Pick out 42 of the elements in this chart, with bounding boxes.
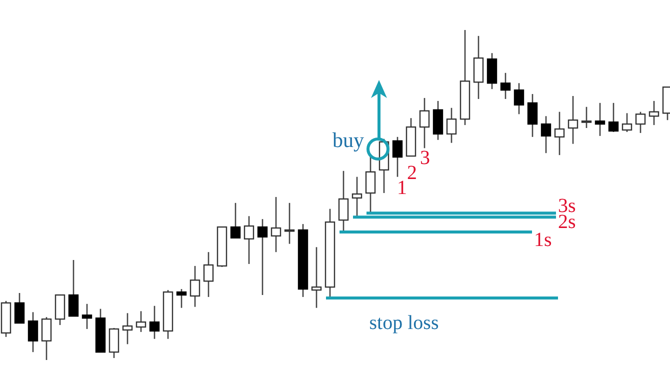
candlestick <box>230 202 241 239</box>
candlestick <box>581 106 592 129</box>
candlestick <box>270 196 282 253</box>
annotation: 1 <box>397 177 407 199</box>
candlestick <box>540 115 552 154</box>
candlestick <box>338 170 349 233</box>
candlestick <box>419 97 430 149</box>
candlestick <box>149 305 160 340</box>
ref-line-label: stop loss <box>369 312 439 334</box>
candlestick <box>244 215 254 265</box>
candlestick <box>28 312 38 353</box>
candlestick <box>514 82 524 115</box>
candlestick <box>176 288 187 309</box>
candlestick <box>594 102 606 137</box>
candlestick <box>622 112 632 133</box>
candlestick <box>446 107 457 144</box>
candlestick <box>122 312 133 345</box>
candlestick <box>108 327 120 359</box>
candlestick <box>190 265 200 308</box>
annotation: 2 <box>407 162 417 184</box>
candlestick <box>82 303 92 330</box>
candlestick <box>311 246 322 309</box>
candlestick <box>284 202 295 244</box>
candlestick <box>500 72 511 100</box>
candlestick <box>68 259 79 317</box>
candlestick <box>14 292 25 324</box>
candlestick <box>392 136 403 178</box>
annotation: 3 <box>420 147 430 169</box>
candlestick <box>568 95 578 144</box>
ref-line-label: 1s <box>534 228 552 251</box>
candlestick <box>365 156 376 214</box>
candlestick <box>554 111 565 156</box>
candlestick <box>203 251 214 298</box>
candlestick <box>648 100 660 126</box>
candlestick <box>136 310 146 333</box>
candlestick <box>608 102 619 133</box>
candlestick <box>257 218 268 296</box>
candlestick <box>635 111 646 134</box>
annotation: buy <box>332 128 364 152</box>
candlestick <box>527 93 538 138</box>
candlestick <box>352 176 362 218</box>
candlestick <box>41 316 52 361</box>
